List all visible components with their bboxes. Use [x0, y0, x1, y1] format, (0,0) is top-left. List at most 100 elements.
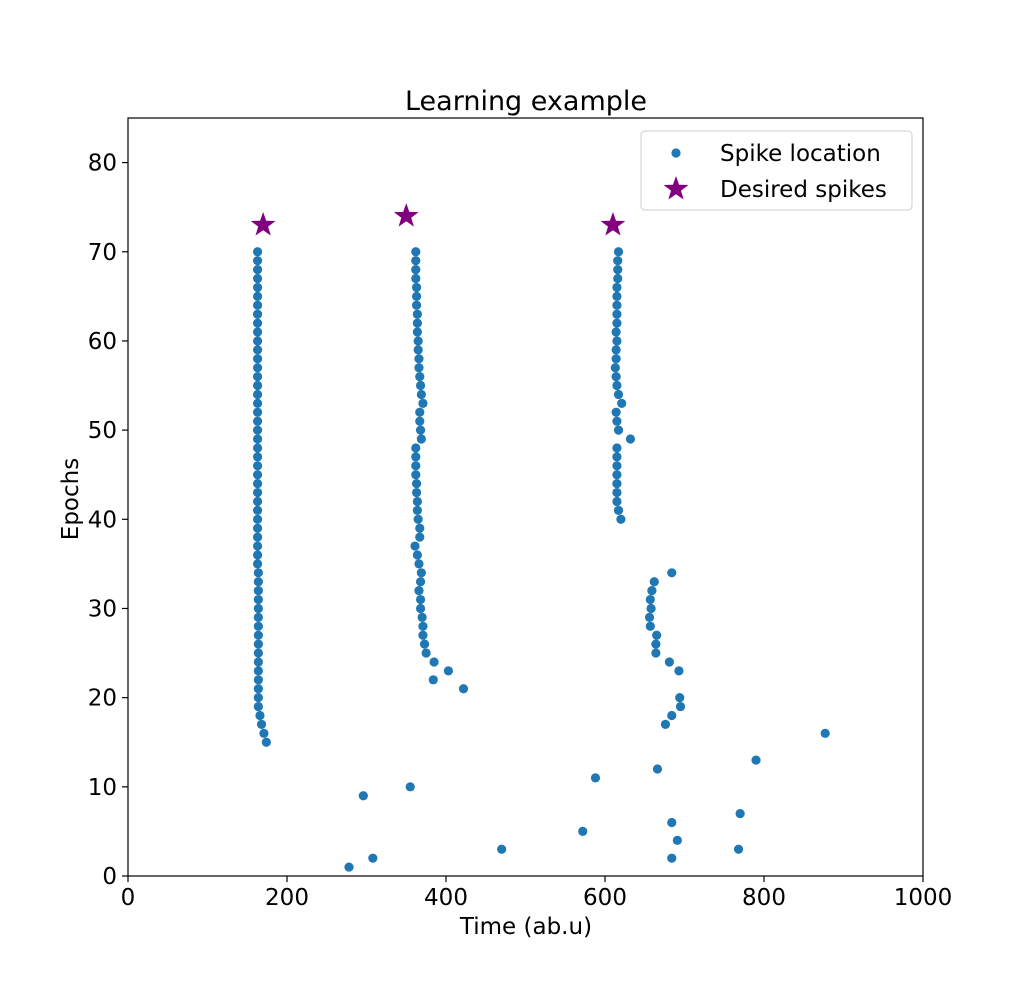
spike-point: [611, 327, 621, 337]
spike-point: [418, 621, 428, 631]
spike-point: [253, 594, 263, 605]
spike-point: [458, 684, 469, 694]
spike-point: [612, 380, 622, 391]
spike-point: [667, 568, 677, 578]
spike-point: [411, 273, 421, 284]
spike-point: [259, 728, 269, 738]
spike-point: [411, 291, 422, 301]
spike-point: [253, 568, 263, 578]
spike-point: [415, 603, 426, 614]
spike-point: [252, 541, 263, 551]
spike-point: [412, 550, 422, 560]
spike-point: [252, 327, 263, 337]
spike-point: [252, 452, 263, 462]
spike-point: [253, 577, 263, 587]
spike-point: [253, 648, 263, 658]
spike-point: [252, 407, 263, 417]
spike-point: [651, 648, 661, 658]
desired-spike-marker: [600, 212, 626, 236]
spike-point: [613, 389, 624, 400]
legend: Spike location Desired spikes: [640, 130, 913, 211]
spike-point: [411, 470, 421, 480]
spike-point: [612, 309, 622, 319]
spike-point: [252, 416, 263, 426]
spike-point: [344, 862, 354, 872]
spike-point: [412, 496, 422, 507]
spike-point: [415, 372, 425, 382]
spike-point: [252, 523, 263, 533]
spike-point: [411, 256, 421, 266]
spike-point: [651, 639, 661, 649]
spike-point: [612, 470, 622, 480]
spike-point: [252, 425, 263, 435]
spike-point: [252, 434, 263, 444]
spike-point: [612, 461, 622, 471]
spike-point: [252, 532, 263, 542]
spike-point: [613, 273, 623, 284]
spike-point: [612, 318, 622, 328]
x-tick-label: 1000: [894, 885, 953, 911]
spike-point: [252, 559, 263, 569]
spike-point: [253, 701, 263, 712]
spike-point: [412, 309, 422, 319]
spike-point: [613, 505, 624, 515]
spike-point: [644, 612, 655, 622]
spike-point: [612, 336, 622, 346]
spike-point: [252, 265, 263, 275]
spike-point: [611, 407, 621, 417]
spike-point: [252, 363, 263, 373]
spike-point: [414, 354, 424, 364]
x-tick-label: 0: [121, 885, 136, 911]
spike-point: [612, 300, 622, 310]
spike-point: [252, 336, 263, 346]
spike-point: [616, 514, 626, 524]
spike-point: [674, 666, 684, 676]
spike-point: [675, 693, 685, 703]
spike-point: [415, 532, 425, 542]
spike-point: [256, 719, 267, 730]
spike-point: [664, 657, 674, 667]
spike-point: [415, 523, 425, 533]
spike-point: [252, 372, 263, 382]
spike-point: [443, 666, 453, 676]
spike-point: [411, 479, 422, 489]
spike-point: [611, 345, 621, 355]
spike-point: [751, 755, 761, 765]
spike-point: [252, 291, 263, 301]
x-tick-label: 800: [742, 885, 786, 911]
desired-spike-marker: [250, 212, 276, 236]
spike-point: [252, 282, 263, 293]
spike-point: [253, 657, 263, 667]
spike-point: [667, 853, 677, 863]
spike-point: [612, 479, 622, 489]
y-axis-ticks: 0 10 20 30 40 50 60 70 80: [88, 151, 128, 890]
spike-point: [415, 416, 425, 426]
y-tick-label: 30: [88, 596, 117, 622]
spike-point: [252, 318, 263, 328]
spike-point: [612, 416, 622, 426]
spike-point: [613, 256, 623, 266]
y-tick-label: 10: [88, 775, 117, 801]
spike-point: [410, 541, 420, 551]
spike-point: [416, 434, 426, 444]
spike-point: [418, 630, 428, 640]
spike-point: [253, 586, 263, 596]
spike-point: [418, 398, 428, 408]
spike-point: [253, 621, 263, 631]
spike-point: [578, 826, 588, 837]
spike-point: [612, 496, 622, 507]
spike-point: [252, 461, 263, 471]
spike-point: [612, 452, 622, 462]
spike-point: [252, 309, 263, 319]
spike-point: [652, 764, 663, 774]
spike-point: [421, 648, 431, 658]
spike-point: [412, 327, 422, 337]
spike-point: [675, 701, 686, 712]
spike-point: [252, 256, 263, 266]
spike-point: [613, 247, 624, 257]
spike-point: [647, 586, 657, 596]
spike-point: [252, 487, 263, 498]
x-tick-label: 400: [424, 885, 468, 911]
chart-title: Learning example: [405, 86, 647, 117]
